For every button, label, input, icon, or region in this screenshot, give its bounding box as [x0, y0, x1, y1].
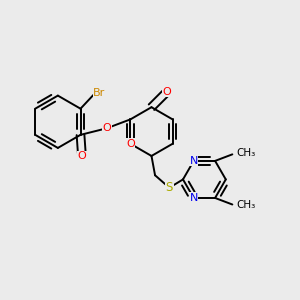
Text: N: N — [190, 193, 198, 203]
Text: CH₃: CH₃ — [236, 148, 255, 158]
Text: CH₃: CH₃ — [236, 200, 255, 210]
Text: O: O — [126, 139, 135, 149]
Text: O: O — [102, 123, 111, 133]
Text: O: O — [163, 87, 171, 97]
Text: O: O — [78, 151, 86, 161]
Text: S: S — [166, 181, 173, 194]
Text: Br: Br — [93, 88, 105, 98]
Text: N: N — [190, 156, 198, 166]
